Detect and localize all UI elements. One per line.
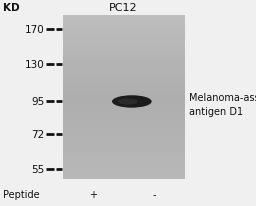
Text: Melanoma-associated: Melanoma-associated <box>189 93 256 103</box>
Text: -: - <box>152 189 156 199</box>
Text: 72: 72 <box>31 129 45 139</box>
Text: 55: 55 <box>31 164 45 174</box>
Text: 95: 95 <box>31 97 45 107</box>
Text: antigen D1: antigen D1 <box>189 107 243 117</box>
Text: Peptide: Peptide <box>3 189 40 199</box>
Text: PC12: PC12 <box>109 2 138 13</box>
Text: +: + <box>89 189 97 199</box>
Ellipse shape <box>118 99 138 105</box>
Text: 170: 170 <box>25 25 45 35</box>
Text: KD: KD <box>3 2 20 13</box>
Ellipse shape <box>112 96 152 108</box>
Text: 130: 130 <box>25 60 45 70</box>
